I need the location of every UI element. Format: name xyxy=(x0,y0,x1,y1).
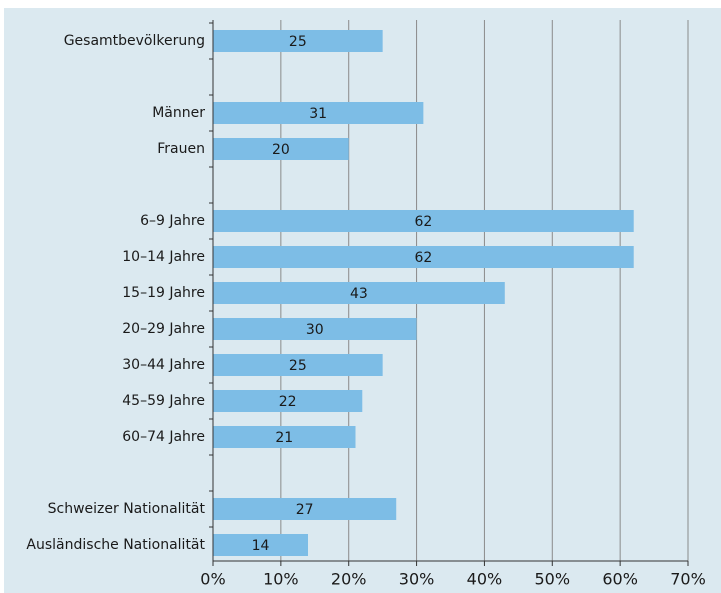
bar xyxy=(213,138,349,160)
bar xyxy=(213,426,356,448)
y-tick-label: 20–29 Jahre xyxy=(122,321,205,337)
y-tick-label: Gesamtbevölkerung xyxy=(64,33,205,49)
value-label: 20 xyxy=(272,142,290,158)
value-label: 25 xyxy=(289,34,307,50)
value-label: 30 xyxy=(306,322,324,338)
bar xyxy=(213,210,634,232)
y-tick-label: 60–74 Jahre xyxy=(122,429,205,445)
y-tick-label: 15–19 Jahre xyxy=(122,285,205,301)
bar xyxy=(213,102,424,124)
value-label: 14 xyxy=(252,538,270,554)
x-tick-label: 50% xyxy=(535,570,571,589)
bar xyxy=(213,390,363,412)
value-label: 31 xyxy=(309,106,327,122)
bar xyxy=(213,318,417,340)
y-tick-label: 30–44 Jahre xyxy=(122,357,205,373)
bar xyxy=(213,30,383,52)
x-tick-label: 0% xyxy=(200,570,225,589)
x-tick-label: 10% xyxy=(263,570,299,589)
value-label: 62 xyxy=(414,214,432,230)
value-label: 43 xyxy=(350,286,368,302)
value-label: 62 xyxy=(414,250,432,266)
y-tick-label: Ausländische Nationalität xyxy=(26,537,205,553)
value-label: 22 xyxy=(279,394,297,410)
y-tick-label: 45–59 Jahre xyxy=(122,393,205,409)
x-tick-label: 70% xyxy=(670,570,706,589)
y-tick-label: Schweizer Nationalität xyxy=(48,501,206,517)
x-tick-label: 60% xyxy=(602,570,638,589)
value-label: 25 xyxy=(289,358,307,374)
y-tick-label: Männer xyxy=(152,105,205,121)
y-tick-label: 6–9 Jahre xyxy=(140,213,205,229)
bar xyxy=(213,534,308,556)
bar xyxy=(213,354,383,376)
x-tick-label: 40% xyxy=(467,570,503,589)
x-tick-label: 30% xyxy=(399,570,435,589)
x-tick-label: 20% xyxy=(331,570,367,589)
value-label: 27 xyxy=(296,502,314,518)
bar xyxy=(213,246,634,268)
y-tick-label: 10–14 Jahre xyxy=(122,249,205,265)
bar xyxy=(213,498,397,520)
value-label: 21 xyxy=(275,430,293,446)
y-tick-label: Frauen xyxy=(157,141,205,157)
bar xyxy=(213,282,505,304)
